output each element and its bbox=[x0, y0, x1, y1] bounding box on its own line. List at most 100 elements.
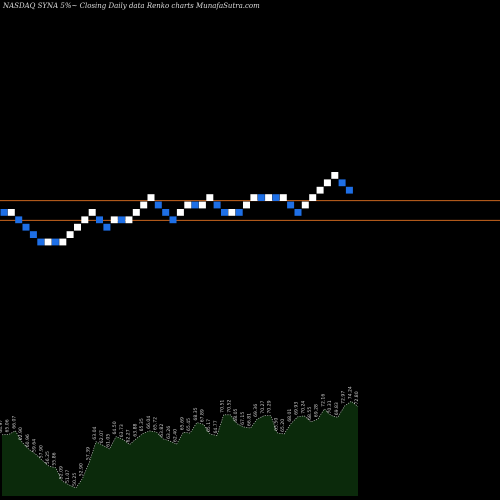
renko-brick-15 bbox=[110, 216, 118, 224]
volume-label-0: 64.97 bbox=[0, 420, 4, 433]
volume-label-41: 65.50 bbox=[273, 418, 279, 431]
renko-brick-46 bbox=[338, 179, 346, 187]
volume-label-14: 63.04 bbox=[92, 426, 98, 439]
renko-brick-19 bbox=[140, 201, 148, 209]
volume-label-28: 65.45 bbox=[186, 418, 192, 431]
volume-label-1: 65.06 bbox=[5, 419, 11, 432]
volume-label-31: 65.17 bbox=[206, 419, 212, 432]
renko-brick-2 bbox=[15, 216, 23, 224]
renko-brick-33 bbox=[243, 201, 250, 209]
ticker-label: NASDAQ SYNA 5% bbox=[3, 2, 72, 10]
volume-label-15: 62.07 bbox=[99, 430, 105, 443]
volume-label-50: 69.83 bbox=[334, 402, 340, 415]
renko-brick-36 bbox=[265, 194, 273, 201]
renko-brick-41 bbox=[301, 201, 309, 209]
volume-label-32: 64.77 bbox=[213, 420, 219, 433]
volume-label-34: 70.52 bbox=[226, 400, 232, 413]
volume-label-24: 63.82 bbox=[159, 424, 165, 437]
volume-panel bbox=[1, 400, 359, 496]
volume-label-29: 68.35 bbox=[193, 407, 199, 420]
volume-label-52: 74.24 bbox=[347, 386, 353, 399]
renko-brick-18 bbox=[132, 209, 140, 216]
renko-brick-11 bbox=[81, 216, 89, 224]
volume-label-21: 65.35 bbox=[139, 418, 145, 431]
volume-label-47: 69.28 bbox=[314, 404, 320, 417]
volume-label-2: 66.07 bbox=[11, 416, 17, 429]
volume-label-23: 65.72 bbox=[153, 417, 159, 430]
volume-label-13: 57.39 bbox=[85, 447, 91, 460]
volume-label-51: 72.97 bbox=[341, 391, 347, 404]
renko-brick-31 bbox=[228, 209, 236, 216]
volume-label-4: 60.96 bbox=[25, 434, 31, 447]
volume-label-33: 70.51 bbox=[220, 400, 226, 413]
site-label: MunafaSutra.com bbox=[196, 2, 260, 10]
renko-brick-39 bbox=[287, 201, 295, 209]
renko-brick-35 bbox=[257, 194, 265, 201]
volume-label-45: 70.24 bbox=[300, 401, 306, 414]
renko-brick-1 bbox=[7, 209, 15, 216]
volume-label-40: 70.29 bbox=[267, 400, 273, 413]
volume-label-10: 51.07 bbox=[65, 470, 71, 483]
renko-brick-12 bbox=[88, 209, 96, 216]
volume-label-39: 70.27 bbox=[260, 400, 266, 413]
volume-label-37: 66.81 bbox=[247, 413, 253, 426]
renko-brick-5 bbox=[37, 238, 45, 246]
renko-brick-22 bbox=[162, 209, 170, 216]
renko-brick-45 bbox=[331, 172, 339, 179]
renko-brick-20 bbox=[147, 194, 155, 201]
volume-label-16: 61.05 bbox=[106, 434, 112, 447]
renko-brick-34 bbox=[250, 194, 258, 201]
volume-label-36: 67.15 bbox=[240, 412, 246, 425]
renko-brick-47 bbox=[345, 186, 353, 194]
volume-label-17: 64.50 bbox=[112, 421, 118, 434]
volume-label-22: 66.04 bbox=[146, 416, 152, 429]
renko-brick-40 bbox=[294, 209, 302, 216]
renko-brick-44 bbox=[323, 179, 331, 187]
renko-brick-9 bbox=[66, 231, 74, 238]
volume-label-20: 63.88 bbox=[132, 423, 138, 436]
volume-area bbox=[2, 401, 358, 496]
renko-brick-10 bbox=[74, 223, 81, 231]
renko-brick-17 bbox=[125, 216, 133, 224]
volume-label-6: 57.90 bbox=[38, 445, 44, 458]
renko-brick-21 bbox=[154, 201, 162, 209]
volume-label-11: 50.25 bbox=[72, 473, 78, 486]
volume-label-48: 72.16 bbox=[320, 394, 326, 407]
renko-brick-6 bbox=[44, 238, 52, 246]
description-label: Closing Daily data Renko charts bbox=[79, 2, 194, 10]
renko-brick-13 bbox=[96, 216, 103, 224]
renko-brick-8 bbox=[59, 238, 67, 246]
renko-brick-26 bbox=[191, 201, 199, 209]
renko-brick-28 bbox=[206, 194, 214, 201]
volume-label-5: 59.64 bbox=[32, 439, 38, 452]
volume-label-26: 62.40 bbox=[173, 429, 179, 442]
renko-bricks bbox=[0, 172, 353, 246]
volume-label-42: 65.20 bbox=[280, 419, 286, 432]
renko-brick-3 bbox=[22, 223, 30, 231]
renko-brick-7 bbox=[51, 238, 59, 246]
renko-brick-38 bbox=[279, 194, 287, 201]
renko-brick-27 bbox=[198, 201, 206, 209]
volume-label-38: 69.36 bbox=[253, 404, 259, 417]
renko-brick-0 bbox=[0, 209, 8, 216]
volume-label-43: 68.01 bbox=[287, 409, 293, 422]
volume-label-9: 52.09 bbox=[59, 466, 65, 479]
renko-brick-32 bbox=[235, 209, 243, 216]
renko-brick-23 bbox=[169, 216, 177, 224]
renko-brick-14 bbox=[103, 223, 111, 231]
chart-header: NASDAQ SYNA 5%~ Closing Daily data Renko… bbox=[3, 2, 260, 10]
renko-brick-43 bbox=[316, 186, 324, 194]
volume-label-30: 67.89 bbox=[200, 409, 206, 422]
volume-label-46: 68.55 bbox=[307, 407, 313, 420]
renko-brick-37 bbox=[272, 194, 280, 201]
renko-brick-16 bbox=[118, 216, 126, 224]
volume-label-8: 55.86 bbox=[52, 452, 58, 465]
renko-brick-30 bbox=[221, 209, 228, 216]
volume-label-35: 68.05 bbox=[233, 408, 239, 421]
renko-brick-4 bbox=[29, 231, 37, 238]
volume-label-7: 56.25 bbox=[45, 451, 51, 464]
volume-label-53: 72.80 bbox=[354, 391, 360, 404]
renko-brick-42 bbox=[309, 194, 317, 201]
